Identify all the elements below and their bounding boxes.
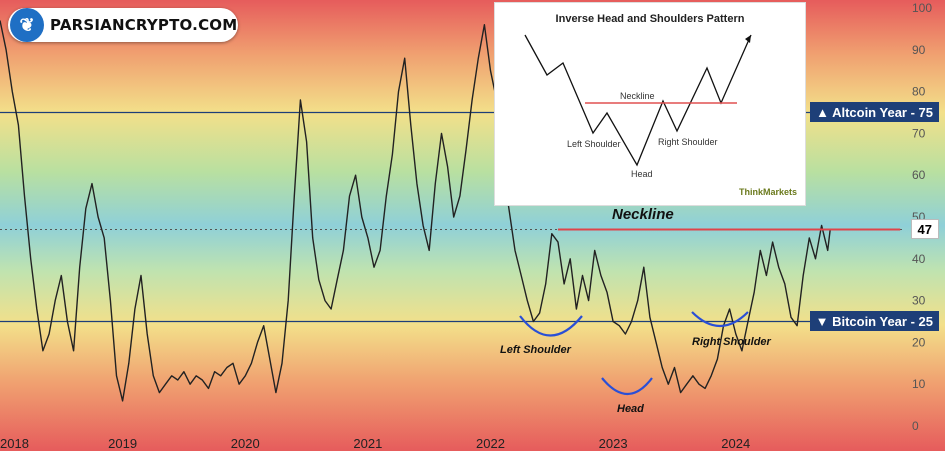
brand-name: PARSIANCRYPTO.COM <box>50 16 238 34</box>
right-shoulder-arc <box>691 311 749 327</box>
y-tick-label: 70 <box>912 126 926 140</box>
x-tick-label: 2019 <box>108 436 137 451</box>
annotation-head: Head <box>617 403 644 415</box>
x-tick-label: 2023 <box>599 436 628 451</box>
head-arc <box>601 377 653 395</box>
y-tick-label: 20 <box>912 335 926 349</box>
thinkmarkets-brand: ThinkMarkets <box>738 187 797 197</box>
annotation-right-shoulder: Right Shoulder <box>692 336 771 348</box>
inset-pattern-line <box>524 34 752 167</box>
left-shoulder-arc <box>519 315 583 337</box>
x-tick-label: 2024 <box>721 436 750 451</box>
neckline-label: Neckline <box>612 206 674 223</box>
inset-diagram-svg <box>524 34 752 167</box>
annotation-left-shoulder: Left Shoulder <box>500 344 571 356</box>
tree-icon: ❦ <box>10 8 44 42</box>
y-tick-label: 40 <box>912 252 926 266</box>
brand-logo[interactable]: ❦ PARSIANCRYPTO.COM <box>8 8 238 42</box>
inset-arrow-head <box>745 35 751 43</box>
inset-neckline-label: Neckline <box>620 91 655 101</box>
inset-right-shoulder-label: Right Shoulder <box>658 137 718 147</box>
inset-left-shoulder-label: Left Shoulder <box>567 139 621 149</box>
x-tick-label: 2021 <box>353 436 382 451</box>
y-tick-label: 90 <box>912 43 926 57</box>
y-tick-label: 80 <box>912 85 926 99</box>
y-tick-label: 0 <box>912 419 919 433</box>
y-tick-label: 30 <box>912 294 926 308</box>
bitcoin-year-badge: ▼ Bitcoin Year - 25 <box>809 311 939 331</box>
x-tick-label: 2022 <box>476 436 505 451</box>
inset-title: Inverse Head and Shoulders Pattern <box>555 13 745 25</box>
altcoin-year-badge: ▲ Altcoin Year - 75 <box>810 102 939 122</box>
series-line <box>0 20 831 402</box>
y-tick-label: 100 <box>912 1 932 15</box>
y-tick-label: 10 <box>912 377 926 391</box>
inset-pattern-diagram: Inverse Head and Shoulders Pattern Neckl… <box>494 2 806 206</box>
y-tick-label: 60 <box>912 168 926 182</box>
x-tick-label: 2018 <box>0 436 29 451</box>
x-tick-label: 2020 <box>231 436 260 451</box>
inset-head-label: Head <box>631 169 653 179</box>
current-value-badge: 47 <box>910 219 939 239</box>
